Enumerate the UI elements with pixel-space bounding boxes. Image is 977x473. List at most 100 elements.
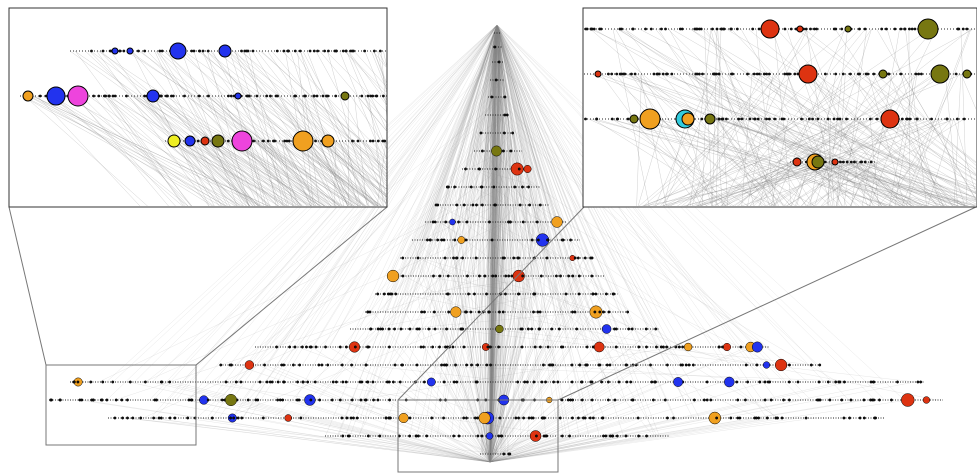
node bbox=[326, 94, 330, 98]
node bbox=[366, 434, 370, 438]
edge bbox=[216, 95, 314, 206]
edge bbox=[494, 114, 498, 455]
edge bbox=[489, 114, 505, 134]
node bbox=[46, 86, 66, 106]
node bbox=[197, 94, 201, 98]
node bbox=[576, 416, 580, 420]
edge bbox=[261, 140, 325, 206]
edge bbox=[282, 24, 498, 383]
edge bbox=[901, 28, 971, 206]
edge bbox=[409, 24, 498, 313]
edge bbox=[808, 118, 909, 206]
edge bbox=[327, 50, 370, 206]
edge bbox=[395, 61, 494, 295]
node bbox=[508, 452, 512, 456]
edge bbox=[423, 24, 498, 313]
edge bbox=[208, 140, 300, 206]
edge bbox=[489, 114, 492, 463]
edge bbox=[665, 118, 885, 206]
node bbox=[487, 310, 491, 314]
edge bbox=[771, 118, 789, 206]
edge bbox=[496, 24, 600, 437]
node bbox=[388, 292, 392, 296]
edge bbox=[489, 114, 495, 463]
node bbox=[520, 327, 524, 331]
edge bbox=[489, 293, 571, 463]
edge bbox=[168, 24, 498, 401]
edge bbox=[328, 140, 348, 206]
node bbox=[604, 434, 608, 438]
edge bbox=[491, 24, 498, 98]
node bbox=[839, 160, 842, 164]
edge bbox=[671, 28, 976, 206]
edge bbox=[624, 28, 772, 206]
node bbox=[789, 27, 793, 31]
edge bbox=[489, 293, 580, 463]
edge bbox=[501, 150, 509, 277]
edge bbox=[496, 24, 522, 437]
edge bbox=[664, 73, 721, 206]
edge bbox=[489, 417, 633, 463]
edge bbox=[495, 24, 498, 34]
node bbox=[767, 72, 771, 76]
edge bbox=[496, 32, 559, 223]
edge bbox=[475, 24, 498, 188]
edge bbox=[691, 118, 720, 206]
edge bbox=[149, 24, 498, 401]
node bbox=[200, 136, 210, 146]
edge bbox=[443, 24, 498, 206]
edge bbox=[301, 95, 387, 171]
node bbox=[516, 256, 520, 260]
edge bbox=[834, 161, 950, 206]
node bbox=[282, 49, 286, 53]
node bbox=[608, 363, 612, 367]
edge bbox=[455, 24, 498, 223]
edge bbox=[489, 435, 629, 463]
edge bbox=[489, 114, 496, 463]
edge bbox=[496, 24, 600, 295]
node bbox=[530, 238, 534, 242]
edge bbox=[249, 24, 498, 419]
node bbox=[612, 292, 616, 296]
edge bbox=[158, 50, 256, 206]
node bbox=[567, 274, 571, 278]
edge bbox=[74, 50, 299, 206]
node bbox=[743, 398, 747, 402]
edge bbox=[254, 417, 491, 463]
edge bbox=[689, 73, 831, 206]
node bbox=[312, 49, 316, 53]
edge bbox=[496, 24, 905, 401]
node bbox=[440, 238, 444, 242]
node bbox=[598, 310, 602, 314]
edge bbox=[496, 61, 550, 259]
edge bbox=[496, 24, 700, 419]
edge bbox=[167, 381, 491, 463]
edge bbox=[489, 61, 493, 463]
node bbox=[388, 398, 392, 402]
node bbox=[443, 256, 447, 260]
node bbox=[844, 25, 852, 33]
node bbox=[532, 292, 536, 296]
edge bbox=[496, 24, 501, 134]
edge bbox=[489, 311, 532, 463]
edge bbox=[205, 140, 323, 206]
edge bbox=[172, 140, 279, 206]
edge bbox=[827, 118, 831, 206]
edge bbox=[496, 24, 501, 48]
edge bbox=[210, 50, 334, 206]
edge bbox=[221, 50, 387, 183]
node bbox=[637, 434, 641, 438]
edge bbox=[495, 24, 498, 34]
edge bbox=[481, 435, 540, 455]
edge bbox=[610, 417, 648, 437]
edge bbox=[489, 293, 610, 463]
edge bbox=[496, 24, 602, 330]
edge bbox=[849, 161, 909, 206]
edge bbox=[489, 168, 528, 463]
edge bbox=[493, 46, 496, 63]
node bbox=[234, 380, 238, 384]
edge bbox=[318, 186, 491, 348]
node bbox=[303, 94, 306, 98]
node bbox=[168, 416, 172, 420]
node bbox=[625, 380, 629, 384]
